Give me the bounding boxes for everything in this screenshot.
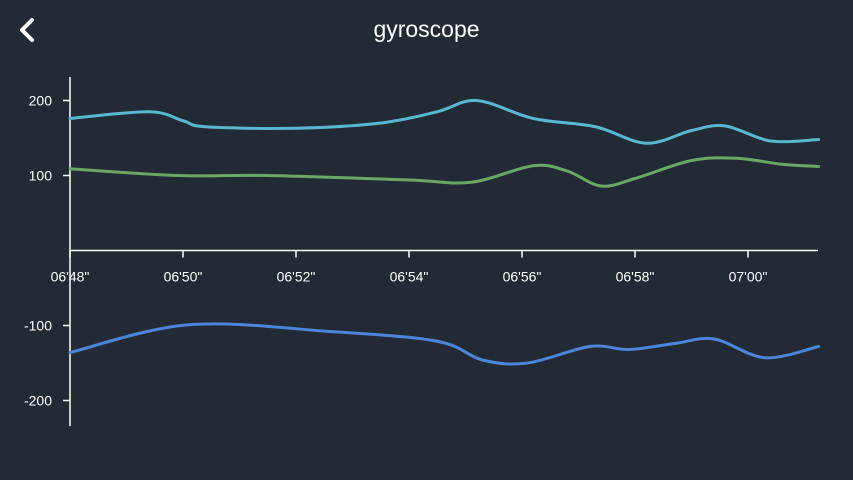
series-line-3 (68, 322, 821, 366)
x-tick-label: 06'58" (616, 269, 655, 285)
y-tick-label: -100 (24, 318, 52, 334)
y-tick-label: 100 (29, 168, 53, 184)
series-line-1 (68, 98, 821, 145)
x-tick-label: 06'48" (51, 269, 90, 285)
x-tick-label: 06'50" (164, 269, 203, 285)
chevron-left-icon (20, 18, 34, 42)
x-tick-label: 06'52" (277, 269, 316, 285)
y-tick-label: 200 (29, 93, 53, 109)
x-tick-label: 06'56" (503, 269, 542, 285)
header: gyroscope (0, 0, 853, 62)
series-line-2 (68, 156, 821, 188)
page-title: gyroscope (373, 16, 480, 42)
y-tick-label: -200 (24, 393, 52, 409)
x-tick-label: 07'00" (729, 269, 768, 285)
x-tick-label: 06'54" (390, 269, 429, 285)
back-button[interactable] (10, 12, 46, 48)
